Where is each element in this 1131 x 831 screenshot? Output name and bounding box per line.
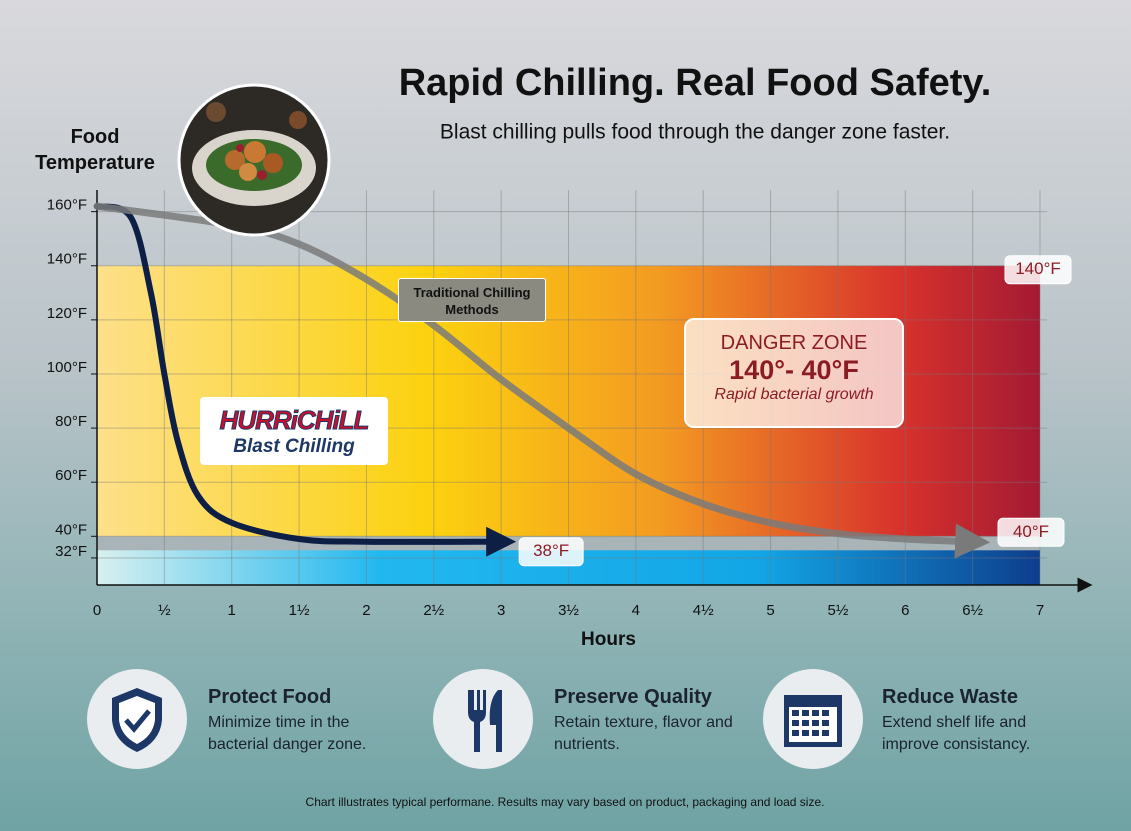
value-tag: 140°F (1015, 259, 1061, 278)
feature-text: Minimize time in the bacterial danger zo… (208, 714, 367, 753)
x-tick-label: 3½ (558, 602, 579, 619)
feature-text: Retain texture, flavor and nutrients. (554, 714, 733, 753)
subtitle: Blast chilling pulls food through the da… (440, 121, 950, 144)
x-tick-label: 4 (632, 602, 640, 619)
x-tick-label: 2 (362, 602, 370, 619)
danger-note: Rapid bacterial growth (714, 386, 874, 403)
y-tick-label: 100°F (47, 359, 87, 376)
x-tick-label: 1½ (289, 602, 310, 619)
x-tick-label: 4½ (693, 602, 714, 619)
brand: HURRiCHiLL (219, 405, 370, 436)
y-tick-label: 160°F (47, 197, 87, 214)
series-line (93, 202, 991, 559)
value-tag: 40°F (1013, 522, 1049, 541)
x-tick-label: 6½ (962, 602, 983, 619)
danger-range: 140°- 40°F (729, 355, 859, 385)
x-tick-label: ½ (158, 602, 171, 619)
y-tick-label: 80°F (55, 413, 87, 430)
value-tag: 38°F (533, 541, 569, 560)
y-tick-label: 60°F (55, 467, 87, 484)
danger-zone-box: DANGER ZONE 140°- 40°F Rapid bacterial g… (684, 318, 904, 428)
value-tag-box (997, 517, 1065, 547)
x-tick-label: 5 (766, 602, 774, 619)
value-tag-box (1004, 255, 1072, 285)
x-tick-label: 0 (93, 602, 101, 619)
feature-icons (87, 669, 863, 769)
blast-label-box: HURRiCHiLL Blast Chilling (200, 397, 388, 465)
y-tick-label: 120°F (47, 305, 87, 322)
feature-title: Preserve Quality (554, 686, 712, 708)
feature-title: Reduce Waste (882, 686, 1018, 708)
y-tick-label: 32°F (55, 543, 87, 560)
x-tick-label: 1 (228, 602, 236, 619)
series-line (94, 203, 517, 557)
feature-text: Extend shelf life and improve consistanc… (882, 714, 1031, 753)
value-tag-box (518, 537, 584, 567)
lines (93, 202, 991, 559)
title: Rapid Chilling. Real Food Safety. (399, 62, 992, 104)
danger-title: DANGER ZONE (720, 332, 868, 354)
y-tick-label: 140°F (47, 251, 87, 268)
food-image (177, 83, 331, 237)
blast-label: Blast Chilling (233, 436, 355, 457)
y-axis-label: Food Temperature (35, 126, 155, 174)
feature-title: Protect Food (208, 686, 332, 708)
x-tick-label: 2½ (423, 602, 444, 619)
annotations: 38°F 140°F 40°F (518, 255, 1072, 567)
footnote: Chart illustrates typical performane. Re… (306, 795, 825, 809)
y-tick-label: 40°F (55, 521, 87, 538)
x-tick-label: 6 (901, 602, 909, 619)
x-tick-label: 7 (1036, 602, 1044, 619)
traditional-label: Traditional Chilling Methods (398, 278, 546, 322)
x-tick-label: 3 (497, 602, 505, 619)
x-tick-label: 5½ (827, 602, 848, 619)
x-axis-label: Hours (581, 629, 636, 650)
